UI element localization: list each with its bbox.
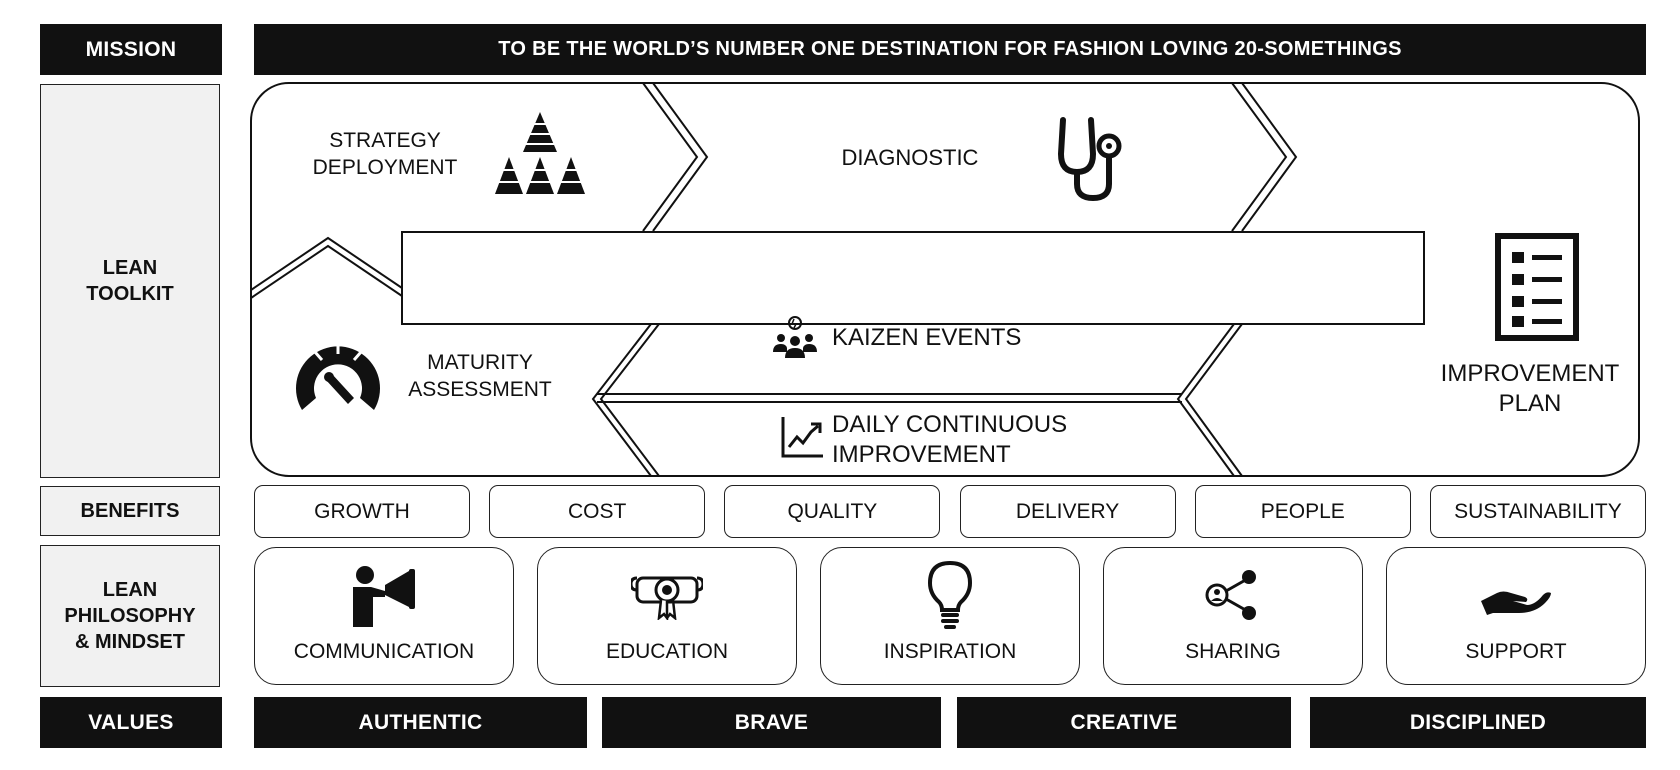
hand-icon	[1481, 591, 1551, 615]
philosophy-support: SUPPORT	[1386, 547, 1646, 685]
strategy-deployment-label: STRATEGY DEPLOYMENT	[312, 129, 458, 179]
lean-toolkit-diagram: STRATEGY DEPLOYMENT DIAGNOSTIC	[250, 82, 1646, 478]
philosophy-label-inspiration: INSPIRATION	[883, 640, 1017, 663]
benefit-quality: QUALITY	[724, 485, 941, 538]
value-brave: BRAVE	[602, 697, 941, 748]
philosophy-inspiration: INSPIRATION	[820, 547, 1080, 685]
benefit-cost: COST	[489, 485, 706, 538]
philosophy-label-education: EDUCATION	[605, 640, 729, 663]
values-label: VALUES	[40, 697, 222, 748]
mission-label: MISSION	[40, 24, 222, 75]
daily-continuous-improvement-label: DAILY CONTINUOUS IMPROVEMENT	[832, 411, 1068, 468]
team-idea-icon	[772, 314, 818, 358]
benefit-sustainability: SUSTAINABILITY	[1429, 485, 1646, 538]
kaizen-events-label: KAIZEN EVENTS	[832, 324, 1022, 351]
philosophy-communication: COMMUNICATION	[254, 547, 514, 685]
diploma-icon	[631, 576, 703, 620]
maturity-assessment-label: MATURITY ASSESSMENT	[408, 351, 552, 401]
philosophy-label: LEAN PHILOSOPHY & MINDSET	[40, 545, 220, 687]
value-authentic: AUTHENTIC	[254, 697, 587, 748]
benefit-people: PEOPLE	[1194, 485, 1411, 538]
pyramid-icon	[495, 112, 585, 194]
philosophy-label-communication: COMMUNICATION	[293, 640, 475, 663]
value-creative: CREATIVE	[957, 697, 1291, 748]
benefits-row: GROWTH COST QUALITY DELIVERY PEOPLE SUST…	[254, 485, 1646, 538]
lean-toolkit-label: LEAN TOOLKIT	[40, 84, 220, 478]
benefit-delivery: DELIVERY	[959, 485, 1176, 538]
growth-chart-icon	[780, 415, 824, 459]
megaphone-person-icon	[353, 566, 415, 627]
lightbulb-icon	[927, 560, 973, 629]
mission-statement: TO BE THE WORLD’S NUMBER ONE DESTINATION…	[254, 24, 1646, 75]
philosophy-education: EDUCATION	[537, 547, 797, 685]
gauge-icon	[288, 332, 388, 422]
value-disciplined: DISCIPLINED	[1310, 697, 1646, 748]
philosophy-label-sharing: SHARING	[1185, 640, 1281, 663]
philosophy-row: COMMUNICATION EDUCATION INSPIRA	[254, 547, 1646, 685]
benefits-label: BENEFITS	[40, 486, 220, 536]
improvement-plan-label: IMPROVEMENT PLAN	[1440, 360, 1620, 417]
philosophy-sharing: SHARING	[1103, 547, 1363, 685]
diagnostic-label: DIAGNOSTIC	[841, 145, 979, 170]
stethoscope-icon	[1055, 114, 1129, 204]
philosophy-label-support: SUPPORT	[1465, 640, 1567, 663]
benefit-growth: GROWTH	[254, 485, 470, 538]
checklist-icon	[1494, 232, 1580, 342]
share-icon	[1205, 570, 1256, 620]
toolkit-flow-shapes	[250, 82, 1640, 477]
